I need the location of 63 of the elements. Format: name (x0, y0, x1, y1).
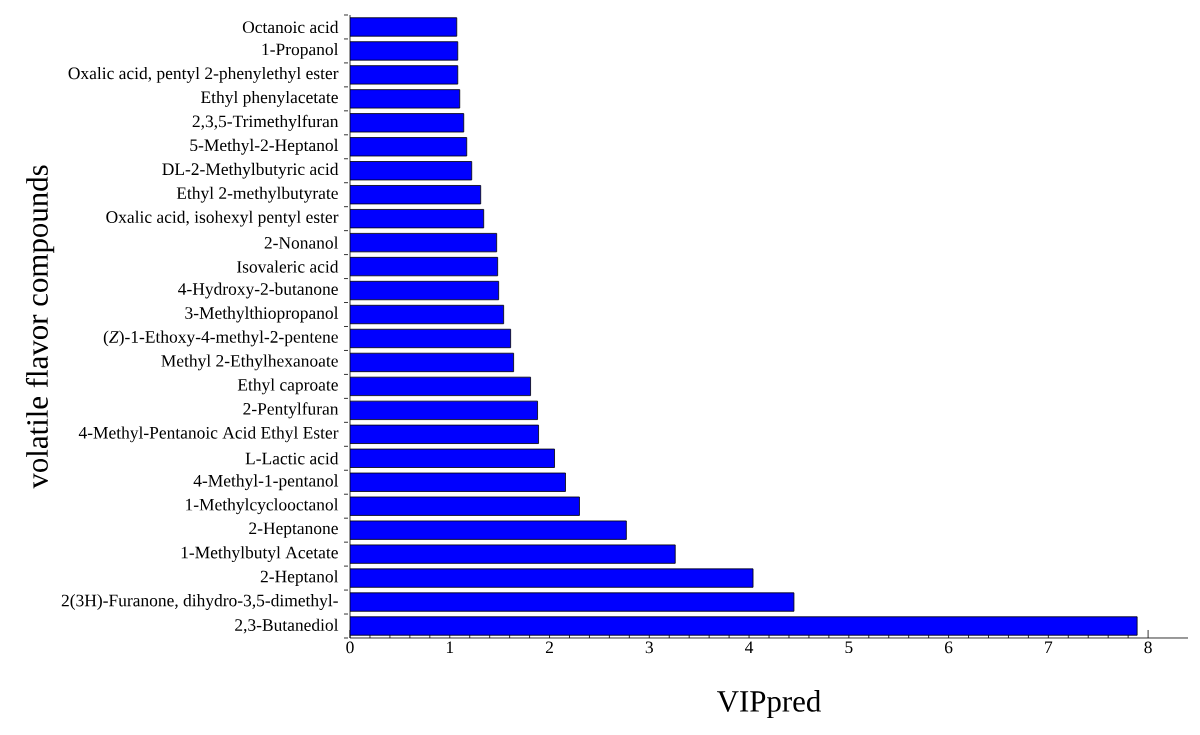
bar (350, 520, 627, 540)
bar (350, 17, 458, 37)
y-tick-label: Oxalic acid, pentyl 2-phenylethyl ester (68, 66, 339, 83)
x-tick-label: 6 (944, 641, 953, 654)
y-tick-label: Octanoic acid (242, 20, 339, 34)
bar (350, 233, 498, 253)
bar (350, 113, 465, 133)
bar (350, 448, 555, 468)
x-tick-label: 2 (545, 641, 553, 654)
bar (350, 568, 754, 588)
bar (350, 496, 580, 516)
y-tick-label: 3-Methylthiopropanol (185, 306, 339, 323)
y-tick-label: 2-Nonanol (264, 236, 339, 249)
x-tick-label: 0 (346, 641, 354, 654)
y-tick-label: Ethyl caproate (237, 378, 338, 395)
bar (350, 352, 515, 373)
y-tick-label: 1-Methylcyclooctanol (186, 498, 339, 515)
x-tick-label: 5 (845, 641, 853, 654)
bar (350, 616, 1138, 636)
y-tick-label: 2(3H)-Furanone, dihydro-3,5-dimethyl- (61, 594, 338, 610)
bar (350, 304, 505, 325)
y-tick-label: Oxalic acid, isohexyl pentyl ester (106, 210, 339, 227)
y-tick-label: 2-Heptanone (249, 522, 338, 538)
x-axis-title: VIPpred (717, 690, 821, 719)
y-tick-label: DL-2-Methylbutyric acid (162, 162, 339, 179)
bar (350, 400, 538, 420)
bar (350, 161, 473, 181)
x-tick-label: 4 (745, 641, 754, 653)
x-tick-label: 8 (1144, 641, 1152, 654)
y-tick-label: Ethyl 2-methylbutyrate (176, 186, 338, 203)
bar (350, 592, 795, 612)
y-tick-label: L-Lactic acid (245, 452, 339, 465)
bar (350, 376, 531, 397)
y-tick-label: (Z)-1-Ethoxy-4-methyl-2-pentene (103, 330, 338, 347)
bar (350, 472, 566, 492)
bar (350, 424, 539, 444)
bar (350, 137, 468, 157)
bar (350, 41, 459, 61)
bar (350, 89, 461, 109)
bar (350, 544, 676, 564)
y-tick-label: Methyl 2-Ethylhexanoate (161, 354, 338, 371)
y-tick-label: 1-Methylbutyl Acetate (181, 546, 338, 563)
bar (350, 209, 485, 229)
bar (350, 256, 499, 277)
y-tick-label: 4-Methyl-1-pentanol (193, 474, 339, 491)
bar (350, 65, 459, 85)
y-tick-label: 4-Methyl-Pentanoic Acid Ethyl Ester (78, 426, 339, 443)
y-tick-label: Ethyl phenylacetate (201, 90, 338, 107)
y-tick-label: 5-Methyl-2-Heptanol (190, 138, 339, 155)
x-tick-label: 3 (645, 641, 653, 654)
y-tick-label: 2,3,5-Trimethylfuran (192, 114, 339, 131)
y-tick-label: 2-Pentylfuran (243, 402, 339, 419)
y-tick-label: Isovaleric acid (236, 260, 339, 273)
bar (350, 185, 482, 205)
y-tick-label: 4-Hydroxy-2-butanone (178, 282, 338, 299)
y-tick-label: 1-Propanol (262, 43, 339, 59)
bar (350, 328, 512, 349)
y-tick-label: 2,3-Butanediol (235, 618, 339, 634)
x-tick-label: 1 (446, 641, 454, 654)
y-axis-title: volatile flavor compounds (25, 165, 55, 489)
y-tick-label: 2-Heptanol (260, 570, 339, 586)
bar (350, 280, 500, 301)
x-tick-label: 7 (1045, 641, 1053, 653)
